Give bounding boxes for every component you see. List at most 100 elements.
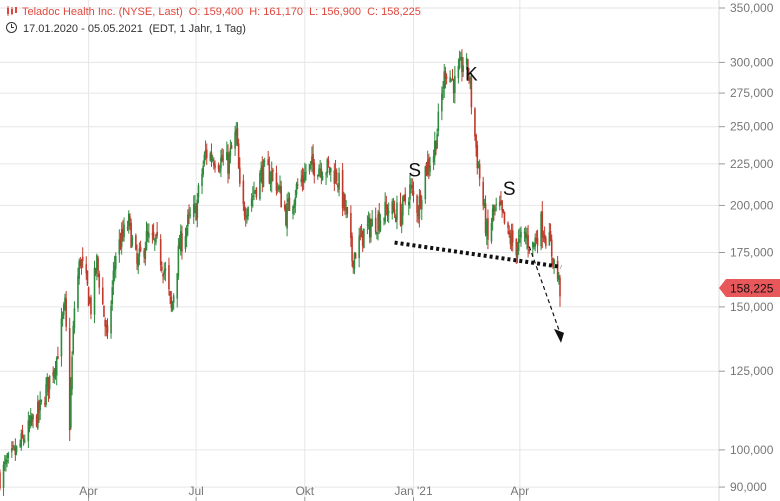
candle-body <box>79 260 82 267</box>
candle-body <box>328 166 331 173</box>
candle-body <box>350 212 352 239</box>
candle-down <box>268 156 271 185</box>
candle-up <box>144 241 147 266</box>
candle-body <box>32 414 34 420</box>
candle-up <box>494 205 496 216</box>
candle-up <box>127 210 130 234</box>
candle-down <box>188 204 190 224</box>
candle-up <box>345 200 347 219</box>
candle-body <box>181 233 183 252</box>
candle-body <box>14 448 17 455</box>
candle-down <box>467 58 469 81</box>
candle-up <box>293 199 295 216</box>
candle-up <box>226 141 228 161</box>
candle-body <box>197 185 200 198</box>
candle-body <box>428 158 430 169</box>
candle-body <box>404 194 407 203</box>
candle-body <box>490 223 493 242</box>
instrument-name: Teladoc Health Inc. (NYSE, Last) <box>22 6 183 18</box>
candle-body <box>510 233 513 247</box>
candle-up <box>276 182 279 194</box>
candle-body <box>393 209 396 215</box>
candle-body <box>523 231 526 234</box>
candle-up <box>203 151 206 167</box>
candle-down <box>399 192 402 227</box>
candle-body <box>556 260 559 279</box>
candle-body <box>469 78 472 81</box>
candle-up <box>532 241 534 257</box>
candle-body <box>517 238 520 251</box>
candle-body <box>143 250 145 257</box>
candle-body <box>205 149 208 159</box>
candle-up <box>118 229 121 263</box>
candle-body <box>111 287 114 305</box>
candle-up <box>3 455 6 472</box>
candle-down <box>275 165 278 196</box>
candle-body <box>135 235 137 250</box>
candle-up <box>454 66 456 104</box>
candle-body <box>394 216 397 222</box>
candle-down <box>143 247 145 264</box>
candle-body <box>503 211 506 224</box>
candle-down <box>500 191 502 206</box>
candle-body <box>292 206 294 214</box>
candle-body <box>511 230 514 243</box>
candle-up <box>222 149 225 166</box>
candle-body <box>407 201 410 206</box>
candle-body <box>52 372 54 376</box>
candle-down <box>195 203 197 221</box>
candle-up <box>363 228 365 249</box>
candle-body <box>70 386 72 428</box>
candle-up <box>137 253 140 275</box>
candle-down <box>487 209 489 250</box>
candle-up <box>286 193 288 237</box>
candle-up <box>436 128 438 149</box>
candle-down <box>122 220 124 242</box>
candle-body <box>126 226 129 229</box>
candle-down <box>119 232 122 251</box>
candle-body <box>367 217 370 223</box>
candle-up <box>319 159 321 178</box>
candle-body <box>204 150 207 155</box>
y-tick-label: 175,000 <box>730 246 774 260</box>
candle-up <box>196 192 199 228</box>
candle-up <box>490 217 493 244</box>
candle-body <box>129 216 131 221</box>
candle-up <box>11 441 13 458</box>
candle-body <box>417 214 420 217</box>
candle-body <box>226 151 228 160</box>
candle-body <box>493 205 495 212</box>
candle-down <box>352 260 355 274</box>
close-value: C: 158,225 <box>367 6 421 18</box>
candle-down <box>301 167 304 192</box>
range-info: (EDT, 1 Jahr, 1 Tag) <box>148 23 246 35</box>
candle-up <box>402 195 404 225</box>
candle-down <box>159 234 162 272</box>
candle-up <box>410 178 412 194</box>
candle-body <box>320 168 323 178</box>
chart-grid <box>0 0 719 497</box>
candle-up <box>379 213 382 233</box>
candle-body <box>27 420 30 442</box>
candle-body <box>412 190 415 195</box>
candle-body <box>304 172 306 182</box>
candle-body <box>444 71 447 79</box>
candle-down <box>328 166 331 176</box>
candle-body <box>433 140 436 158</box>
candle-down <box>168 257 170 296</box>
candle-up <box>309 161 312 170</box>
candle-body <box>151 233 154 236</box>
candle-up <box>120 222 123 255</box>
candle-body <box>280 186 282 208</box>
candle-down <box>476 140 479 175</box>
candle-up <box>71 351 73 396</box>
candle-body <box>93 267 96 315</box>
candle-up <box>517 229 520 255</box>
candle-body <box>352 260 355 269</box>
projection-line <box>528 246 561 334</box>
candle-body <box>552 257 554 267</box>
candle-down <box>21 424 24 439</box>
candle-down <box>280 180 282 208</box>
candle-body <box>435 140 437 151</box>
candle-body <box>465 57 468 65</box>
